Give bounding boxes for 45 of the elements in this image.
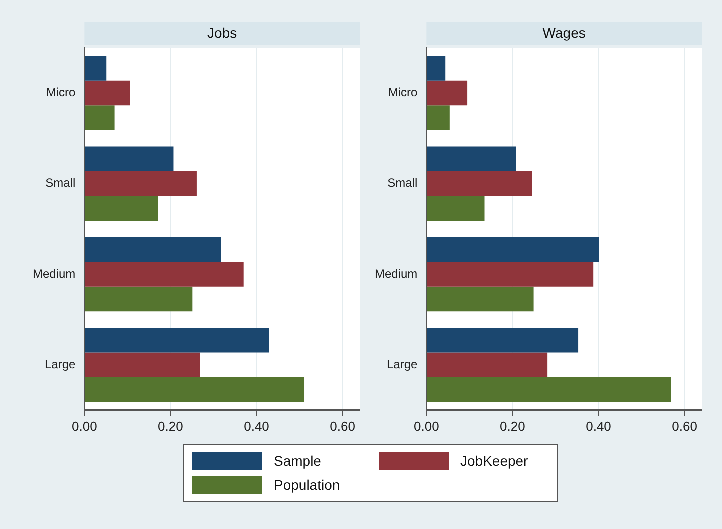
- bar: [85, 377, 305, 402]
- x-tick-label: 0.60: [672, 418, 698, 434]
- bar: [427, 352, 548, 378]
- bar: [85, 56, 107, 81]
- bar: [85, 237, 222, 262]
- bar: [427, 196, 485, 222]
- bar: [85, 196, 158, 222]
- chart-title: Wages: [542, 24, 586, 41]
- bar: [85, 172, 197, 196]
- bar: [427, 56, 446, 81]
- y-tick-label: Micro: [388, 86, 418, 100]
- y-tick-label: Medium: [374, 266, 418, 281]
- chart-title: Jobs: [208, 24, 238, 41]
- bar: [85, 352, 200, 378]
- y-tick-label: Large: [386, 357, 418, 372]
- x-tick-label: 0.00: [414, 418, 440, 434]
- bar: [85, 106, 115, 130]
- y-tick-label: Small: [46, 176, 76, 190]
- x-tick-label: 0.40: [586, 418, 612, 434]
- bar: [427, 262, 594, 287]
- legend-label: JobKeeper: [460, 453, 528, 469]
- bar: [427, 172, 532, 196]
- y-tick-label: Micro: [46, 86, 76, 100]
- x-tick-label: 0.20: [500, 418, 526, 434]
- bar: [85, 262, 244, 287]
- bar: [85, 328, 270, 353]
- x-tick-label: 0.20: [158, 418, 184, 434]
- bar: [427, 328, 579, 353]
- x-tick-label: 0.40: [244, 418, 270, 434]
- bar: [85, 286, 193, 312]
- y-tick-label: Medium: [32, 266, 76, 281]
- y-tick-label: Small: [388, 176, 418, 190]
- bar: [427, 146, 516, 172]
- bar: [85, 146, 174, 172]
- bar: [427, 377, 672, 402]
- x-tick-label: 0.60: [330, 418, 356, 434]
- bar: [427, 286, 534, 312]
- bar: [85, 80, 130, 106]
- x-tick-label: 0.00: [72, 418, 98, 434]
- legend-label: Sample: [274, 453, 322, 469]
- bar: [427, 237, 600, 262]
- bar: [427, 80, 468, 106]
- legend-label: Population: [274, 477, 340, 493]
- y-tick-label: Large: [44, 357, 76, 372]
- bar: [427, 106, 450, 130]
